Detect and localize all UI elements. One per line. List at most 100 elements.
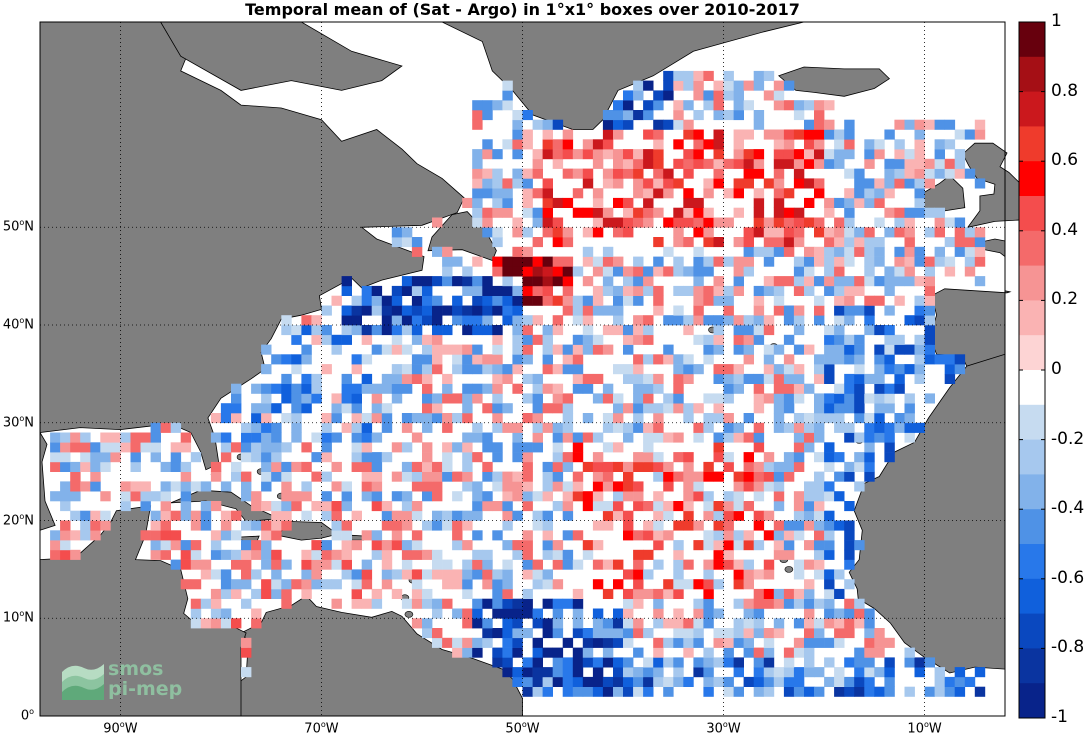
data-cell xyxy=(552,540,564,551)
data-cell xyxy=(613,178,624,189)
data-cell xyxy=(552,227,564,238)
data-cell xyxy=(210,413,222,424)
data-cell xyxy=(422,481,433,492)
data-cell xyxy=(793,158,805,169)
data-cell xyxy=(602,393,614,404)
colorbar-segment xyxy=(1019,91,1045,127)
data-cell xyxy=(442,276,453,287)
data-cell xyxy=(472,354,483,365)
data-cell xyxy=(472,510,483,521)
data-cell xyxy=(562,354,574,365)
data-cell xyxy=(834,686,845,697)
data-cell xyxy=(763,129,775,140)
data-cell xyxy=(773,237,785,248)
data-cell xyxy=(613,637,624,648)
data-cell xyxy=(351,305,362,316)
data-cell xyxy=(814,686,825,697)
data-cell xyxy=(432,559,443,570)
data-cell xyxy=(753,158,765,169)
data-cell xyxy=(693,256,704,267)
data-cell xyxy=(241,637,252,648)
data-cell xyxy=(291,393,302,404)
data-cell xyxy=(663,686,674,697)
data-cell xyxy=(411,373,423,384)
data-cell xyxy=(271,432,282,443)
data-cell xyxy=(562,637,574,648)
data-cell xyxy=(613,657,624,668)
data-cell xyxy=(854,197,865,208)
data-cell xyxy=(773,383,785,394)
data-cell xyxy=(773,188,785,199)
data-cell xyxy=(623,491,634,502)
data-cell xyxy=(411,549,423,560)
data-cell xyxy=(301,588,312,599)
data-cell xyxy=(814,569,825,580)
data-cell xyxy=(653,667,664,678)
data-cell xyxy=(793,422,805,433)
data-cell xyxy=(673,237,684,248)
data-cell xyxy=(190,510,202,521)
data-cell xyxy=(592,667,604,678)
data-cell xyxy=(341,373,352,384)
data-cell xyxy=(733,686,744,697)
data-cell xyxy=(602,510,614,521)
data-cell xyxy=(713,501,724,512)
data-cell xyxy=(482,188,493,199)
data-cell xyxy=(693,481,704,492)
data-cell xyxy=(783,334,795,345)
data-cell xyxy=(422,334,433,345)
data-cell xyxy=(713,442,724,453)
data-cell xyxy=(844,315,855,326)
data-cell xyxy=(653,149,664,160)
data-cell xyxy=(713,608,724,619)
data-cell xyxy=(331,393,342,404)
data-cell xyxy=(633,481,644,492)
data-cell xyxy=(522,354,533,365)
data-cell xyxy=(743,325,754,336)
data-cell xyxy=(492,227,503,238)
data-cell xyxy=(261,422,272,433)
data-cell xyxy=(814,119,825,130)
data-cell xyxy=(763,559,775,570)
data-cell xyxy=(582,676,594,687)
data-cell xyxy=(261,364,272,375)
data-cell xyxy=(512,315,523,326)
data-cell xyxy=(130,461,141,472)
data-cell xyxy=(633,383,644,394)
data-cell xyxy=(753,471,765,482)
data-cell xyxy=(743,608,754,619)
data-cell xyxy=(522,295,533,306)
data-cell xyxy=(643,354,654,365)
data-cell xyxy=(864,471,875,482)
data-cell xyxy=(844,285,855,296)
logo-wave-icon xyxy=(62,664,104,700)
data-cell xyxy=(602,413,614,424)
data-cell xyxy=(793,237,805,248)
data-cell xyxy=(793,305,805,316)
data-cell xyxy=(804,491,815,502)
data-cell xyxy=(80,442,91,453)
data-cell xyxy=(723,373,734,384)
data-cell xyxy=(532,569,543,580)
data-cell xyxy=(120,442,131,453)
data-cell xyxy=(673,520,684,531)
data-cell xyxy=(643,676,654,687)
data-cell xyxy=(743,540,754,551)
data-cell xyxy=(944,217,956,228)
data-cell xyxy=(150,549,161,560)
data-cell xyxy=(522,227,533,238)
data-cell xyxy=(663,393,674,404)
data-cell xyxy=(763,657,775,668)
data-cell xyxy=(653,100,664,111)
data-cell xyxy=(844,227,855,238)
data-cell xyxy=(934,119,945,130)
data-cell xyxy=(723,305,734,316)
data-cell xyxy=(512,285,523,296)
data-cell xyxy=(773,520,785,531)
data-cell xyxy=(804,520,815,531)
data-cell xyxy=(743,628,754,639)
data-cell xyxy=(60,481,71,492)
data-cell xyxy=(633,452,644,463)
data-cell xyxy=(753,403,765,414)
data-cell xyxy=(804,481,815,492)
